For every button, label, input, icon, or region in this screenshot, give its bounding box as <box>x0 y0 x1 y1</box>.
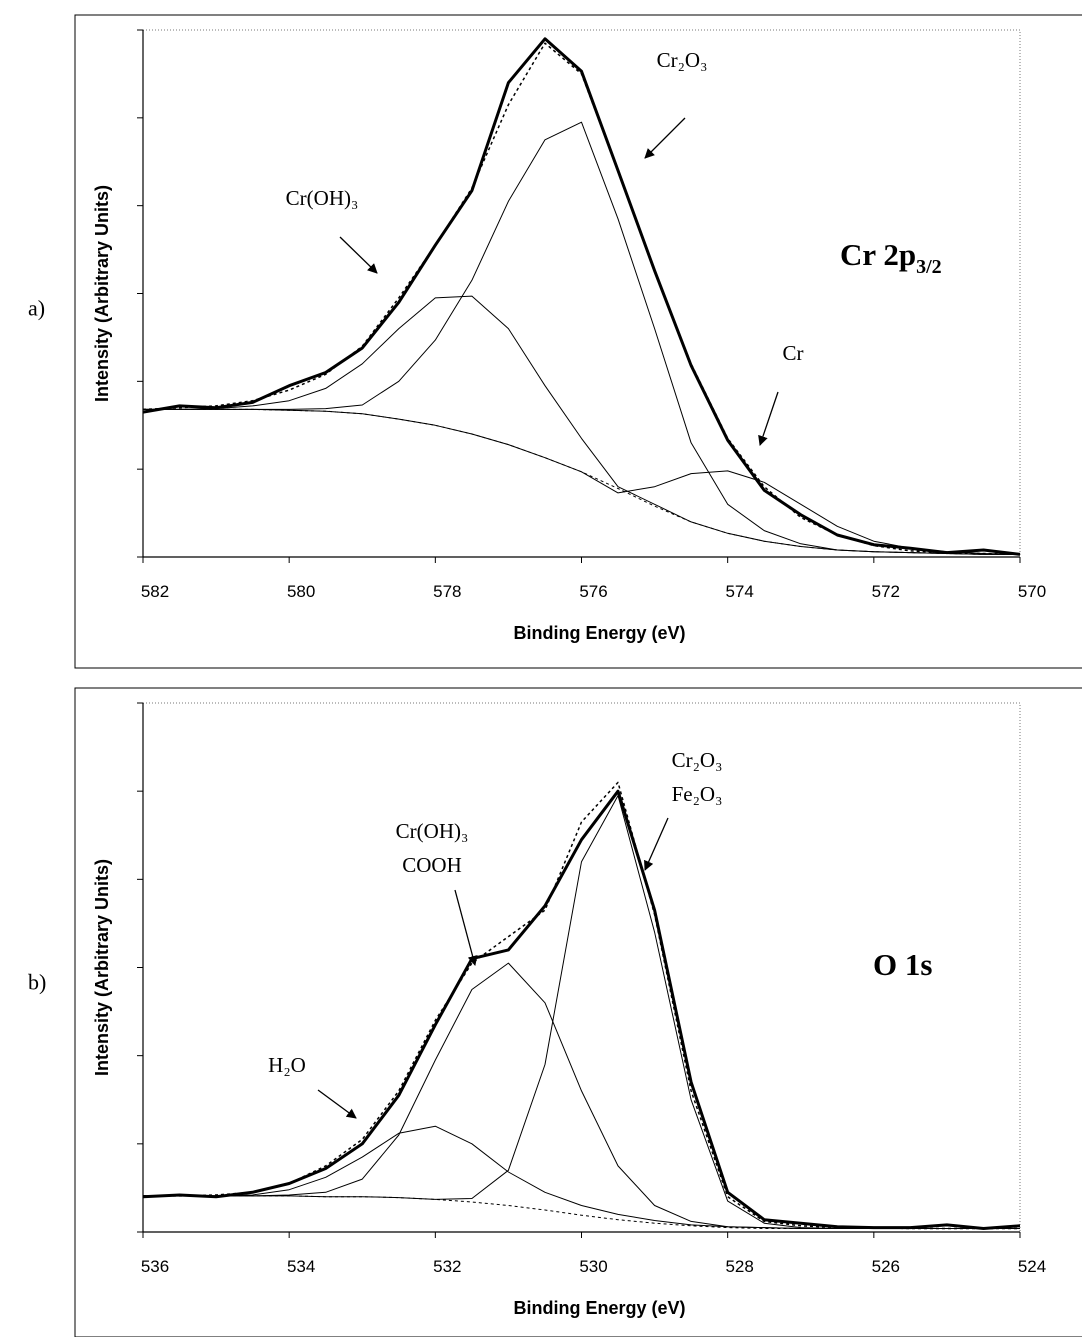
annotation: Cr(OH)₃ <box>286 186 359 210</box>
spectrum-line <box>143 121 1020 555</box>
x-tick-label: 580 <box>287 582 315 601</box>
annotation-arrow <box>758 391 779 446</box>
x-tick-label: 574 <box>725 582 753 601</box>
y-axis-title: Intensity (Arbitrary Units) <box>92 859 112 1076</box>
annotation: Cr₂O₃ <box>657 48 708 72</box>
spectrum-line <box>142 37 1021 556</box>
peak-label-sub: 3/2 <box>916 256 942 278</box>
x-tick-label: 572 <box>872 582 900 601</box>
x-tick-label: 530 <box>579 1257 607 1276</box>
x-tick-label: 582 <box>141 582 169 601</box>
x-tick-label: 526 <box>872 1257 900 1276</box>
panel-frame <box>74 687 1082 1337</box>
peak-label: O 1s <box>873 947 932 982</box>
x-tick-label: 578 <box>433 582 461 601</box>
plot-border <box>143 702 1021 1232</box>
annotation-arrow <box>454 889 478 966</box>
x-tick-label: 570 <box>1018 582 1046 601</box>
spectrum-line <box>143 795 1020 1229</box>
y-axis-title: Intensity (Arbitrary Units) <box>92 185 112 402</box>
plot-border <box>143 29 1021 557</box>
spectrum-line <box>143 1195 1020 1229</box>
annotation-arrow <box>317 1089 357 1119</box>
annotation: Fe₂O₃ <box>672 782 723 806</box>
annotation: H₂O <box>268 1053 306 1077</box>
x-tick-label: 536 <box>141 1257 169 1276</box>
annotation-arrow <box>644 817 669 871</box>
spectrum-line <box>142 42 1021 556</box>
spectrum-line <box>143 408 1020 555</box>
panel-letter: a) <box>28 296 45 321</box>
spectrum-line <box>143 1125 1020 1229</box>
annotation-arrow <box>644 117 686 159</box>
annotation: COOH <box>402 853 462 877</box>
x-tick-label: 524 <box>1018 1257 1046 1276</box>
spectrum-line <box>142 789 1021 1230</box>
x-tick-label: 528 <box>725 1257 753 1276</box>
x-axis-title: Binding Energy (eV) <box>513 623 685 643</box>
panel-frame <box>74 14 1082 669</box>
spectrum-line <box>143 781 1020 1230</box>
panel-letter: b) <box>28 970 46 995</box>
x-axis-title: Binding Energy (eV) <box>513 1298 685 1318</box>
spectrum-line <box>143 408 1021 555</box>
x-tick-label: 532 <box>433 1257 461 1276</box>
peak-label: Cr 2p3/2 <box>840 237 942 278</box>
spectrum-line <box>143 962 1020 1229</box>
x-tick-label: 576 <box>579 582 607 601</box>
peak-label-main: Cr 2p <box>840 237 916 272</box>
annotation: Cr(OH)₃ <box>396 819 469 843</box>
annotation: Cr <box>783 341 804 365</box>
peak-label-main: O 1s <box>873 947 932 982</box>
annotation-arrow <box>339 236 378 274</box>
spectrum-line <box>143 295 1020 555</box>
x-tick-label: 534 <box>287 1257 315 1276</box>
annotation: Cr₂O₃ <box>672 748 723 772</box>
